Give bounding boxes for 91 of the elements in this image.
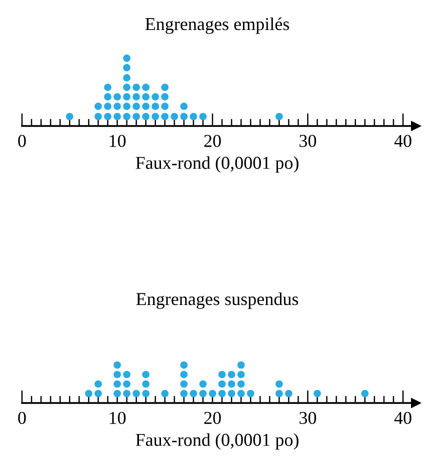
point <box>142 380 150 388</box>
point <box>123 370 130 378</box>
point <box>114 390 121 398</box>
point <box>142 102 150 110</box>
point <box>161 390 169 398</box>
point <box>123 93 130 100</box>
point <box>228 370 236 378</box>
x-tick-label: 30 <box>300 134 316 148</box>
point <box>114 380 121 388</box>
point <box>142 370 150 378</box>
x-tick-label: 10 <box>110 134 126 148</box>
point <box>114 112 121 120</box>
point <box>123 112 130 120</box>
point <box>276 390 283 398</box>
point <box>208 390 216 398</box>
point <box>132 112 140 120</box>
point <box>123 74 130 82</box>
point <box>218 390 226 398</box>
point <box>276 112 283 120</box>
point <box>180 102 188 110</box>
point <box>285 390 292 398</box>
point <box>276 380 283 388</box>
point <box>104 102 112 110</box>
point <box>190 112 198 120</box>
point <box>142 390 150 398</box>
point <box>161 84 169 91</box>
point <box>123 380 130 388</box>
point <box>218 380 226 388</box>
point <box>114 361 121 369</box>
point <box>161 102 169 110</box>
x-tick-label: 20 <box>204 134 221 148</box>
point <box>152 102 160 110</box>
chart-title: Engrenages suspendus <box>136 292 298 309</box>
x-tick-label: 10 <box>110 412 126 424</box>
point <box>314 390 321 398</box>
point <box>104 112 112 120</box>
point <box>161 93 169 100</box>
point <box>237 370 245 378</box>
x-tick-label: 40 <box>394 412 412 424</box>
point <box>142 84 150 91</box>
x-axis-title: Faux-rond (0,0001 po) <box>136 156 298 173</box>
point <box>142 93 150 100</box>
x-tick-label: 20 <box>204 412 221 424</box>
point <box>114 370 121 378</box>
point <box>180 112 188 120</box>
x-axis-title: Faux-rond (0,0001 po) <box>136 433 298 450</box>
point <box>180 390 188 398</box>
point <box>142 112 150 120</box>
point <box>114 93 121 100</box>
point <box>123 84 130 91</box>
point <box>85 390 92 398</box>
point <box>123 390 130 398</box>
x-tick-label: 0 <box>18 134 26 148</box>
point <box>180 370 188 378</box>
x-tick-label: 0 <box>18 412 26 424</box>
point <box>114 102 121 110</box>
point <box>104 84 112 91</box>
point <box>123 64 130 72</box>
point <box>132 84 140 91</box>
point <box>361 390 369 398</box>
point <box>199 112 207 120</box>
point <box>132 93 140 100</box>
point <box>237 380 245 388</box>
point <box>66 112 74 120</box>
point <box>123 102 130 110</box>
point <box>94 380 102 388</box>
point <box>228 380 236 388</box>
point <box>94 102 102 110</box>
x-tick-label: 30 <box>300 412 316 424</box>
chart-title: Engrenages empilés <box>145 17 290 34</box>
point <box>94 390 102 398</box>
point <box>170 112 178 120</box>
point <box>132 390 140 398</box>
point <box>237 361 245 369</box>
point <box>180 361 188 369</box>
point <box>152 93 160 100</box>
point <box>237 390 245 398</box>
point <box>104 93 112 100</box>
point <box>246 390 254 398</box>
point <box>199 380 207 388</box>
point <box>123 54 130 62</box>
point <box>180 380 188 388</box>
point <box>218 370 226 378</box>
x-tick-label: 40 <box>394 134 412 148</box>
point <box>190 390 198 398</box>
point <box>94 112 102 120</box>
point <box>199 390 207 398</box>
point <box>228 390 236 398</box>
point <box>152 112 160 120</box>
point <box>132 102 140 110</box>
point <box>161 112 169 120</box>
